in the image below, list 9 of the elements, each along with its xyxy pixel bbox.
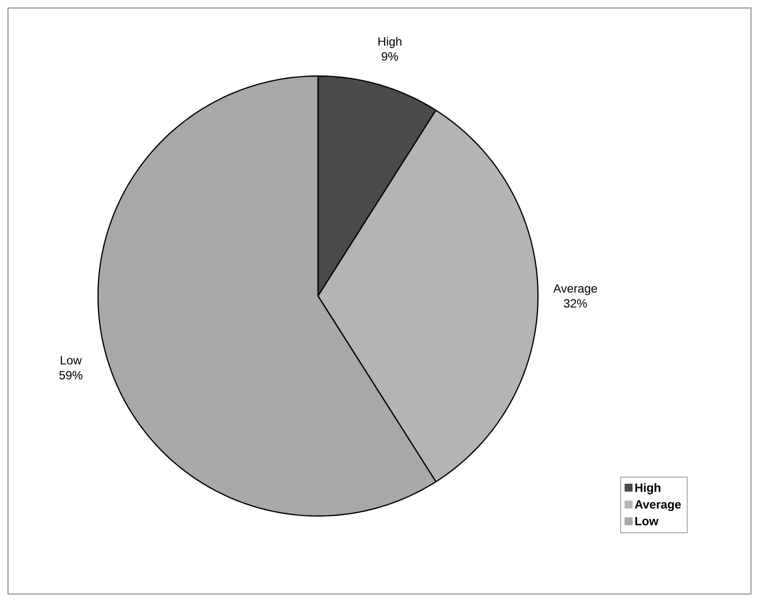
data-label: 32% bbox=[564, 299, 587, 308]
data-label: 9% bbox=[382, 52, 398, 61]
legend-label: Average bbox=[634, 500, 681, 512]
legend-label: Low bbox=[635, 516, 658, 526]
slice-label: High bbox=[378, 36, 402, 48]
legend-label: High bbox=[635, 483, 660, 494]
data-label: 59% bbox=[59, 370, 82, 380]
slice-label: Low bbox=[60, 356, 82, 364]
slice-label: Average bbox=[553, 284, 598, 296]
